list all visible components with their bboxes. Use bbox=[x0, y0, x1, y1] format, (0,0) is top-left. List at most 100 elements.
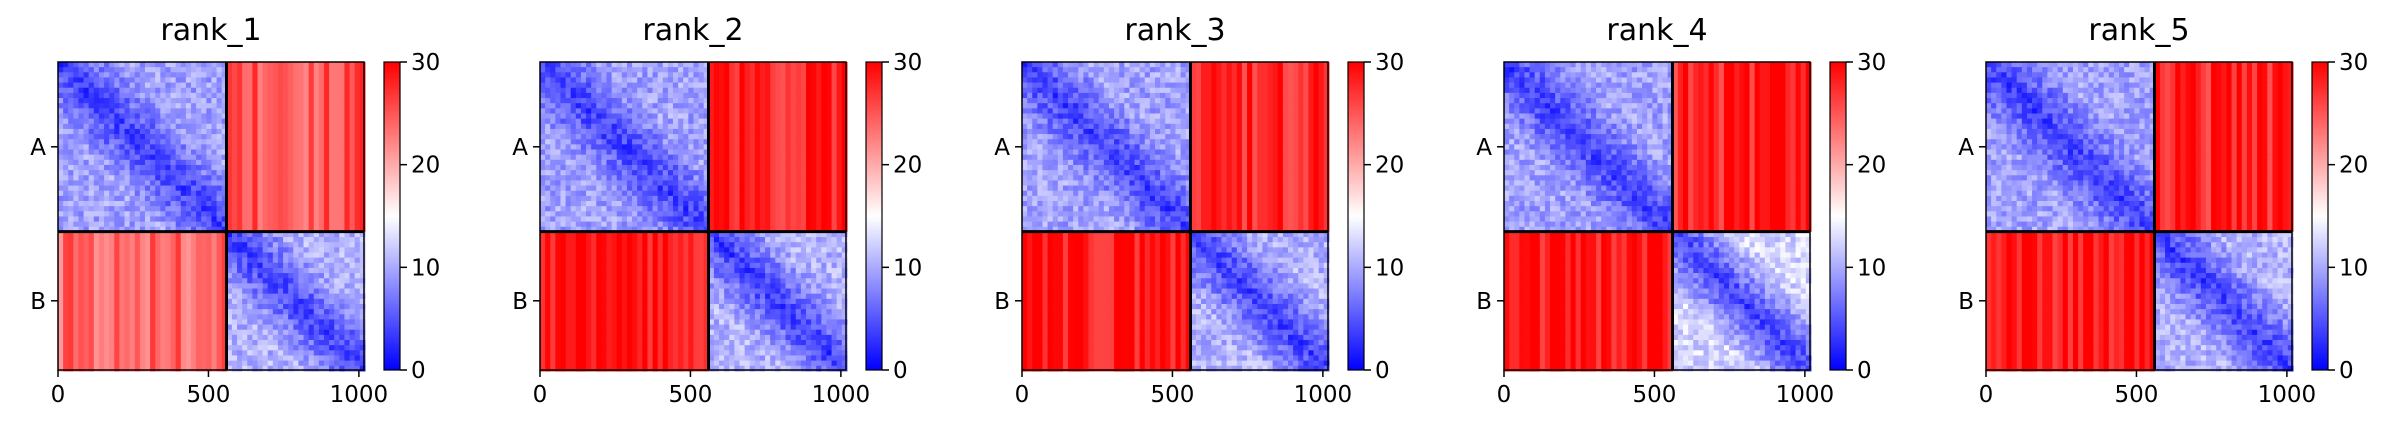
heatmap-cell bbox=[816, 150, 822, 156]
heatmap-cell bbox=[663, 124, 669, 130]
heatmap-cell bbox=[186, 67, 192, 73]
heatmap-cell bbox=[160, 350, 166, 356]
heatmap-cell bbox=[821, 62, 827, 68]
heatmap-cell bbox=[540, 119, 546, 125]
heatmap-cell bbox=[622, 119, 628, 125]
heatmap-cell bbox=[268, 98, 274, 104]
heatmap-cell bbox=[663, 150, 669, 156]
heatmap-cell bbox=[242, 283, 248, 289]
heatmap-cell bbox=[724, 155, 730, 161]
heatmap-cell bbox=[206, 278, 212, 284]
heatmap-cell bbox=[232, 113, 238, 119]
heatmap-cell bbox=[596, 98, 602, 104]
heatmap-cell bbox=[94, 273, 100, 279]
heatmap-cell bbox=[334, 335, 340, 341]
heatmap-cell bbox=[770, 108, 776, 114]
heatmap-cell bbox=[826, 160, 832, 166]
heatmap-cell bbox=[688, 144, 694, 150]
heatmap-cell bbox=[206, 361, 212, 367]
heatmap-cell bbox=[217, 211, 223, 217]
heatmap-cell bbox=[176, 72, 182, 78]
heatmap-cell bbox=[145, 211, 151, 217]
heatmap-cell bbox=[140, 113, 146, 119]
heatmap-cell bbox=[344, 150, 350, 156]
heatmap-cell bbox=[344, 345, 350, 351]
heatmap-cell bbox=[125, 304, 131, 310]
heatmap-cell bbox=[232, 88, 238, 94]
heatmap-cell bbox=[304, 129, 310, 135]
heatmap-cell bbox=[673, 175, 679, 181]
heatmap-cell bbox=[288, 67, 294, 73]
heatmap-cell bbox=[109, 191, 115, 197]
heatmap-cell bbox=[145, 278, 151, 284]
heatmap-cell bbox=[668, 67, 674, 73]
heatmap-cell bbox=[176, 242, 182, 248]
heatmap-cell bbox=[263, 273, 269, 279]
heatmap-cell bbox=[617, 62, 623, 68]
heatmap-cell bbox=[837, 67, 843, 73]
heatmap-cell bbox=[84, 325, 90, 331]
heatmap-cell bbox=[109, 113, 115, 119]
heatmap-cell bbox=[232, 103, 238, 109]
heatmap-cell bbox=[693, 98, 699, 104]
heatmap-cell bbox=[201, 304, 207, 310]
heatmap-cell bbox=[755, 108, 761, 114]
heatmap-cell bbox=[571, 88, 577, 94]
heatmap-cell bbox=[678, 165, 684, 171]
heatmap-cell bbox=[257, 93, 263, 99]
heatmap-cell bbox=[191, 289, 197, 295]
heatmap-cell bbox=[816, 103, 822, 109]
heatmap-cell bbox=[334, 165, 340, 171]
heatmap-cell bbox=[734, 113, 740, 119]
heatmap-cell bbox=[298, 165, 304, 171]
heatmap-cell bbox=[89, 134, 95, 140]
heatmap-cell bbox=[201, 268, 207, 274]
heatmap-cell bbox=[145, 237, 151, 243]
heatmap-cell bbox=[298, 129, 304, 135]
heatmap-cell bbox=[334, 186, 340, 192]
heatmap-cell bbox=[206, 191, 212, 197]
heatmap-cell bbox=[217, 309, 223, 315]
heatmap-cell bbox=[99, 67, 105, 73]
heatmap-cell bbox=[350, 283, 356, 289]
heatmap-cell bbox=[104, 355, 110, 361]
heatmap-cell bbox=[283, 258, 289, 264]
heatmap-cell bbox=[150, 330, 156, 336]
heatmap-cell bbox=[821, 119, 827, 125]
heatmap-cell bbox=[171, 206, 177, 212]
heatmap-cell bbox=[273, 165, 279, 171]
heatmap-cell bbox=[571, 67, 577, 73]
panel-title: rank_1 bbox=[160, 13, 261, 48]
heatmap-cell bbox=[658, 124, 664, 130]
heatmap-cell bbox=[73, 103, 79, 109]
heatmap-cell bbox=[196, 289, 202, 295]
heatmap-cell bbox=[719, 124, 725, 130]
heatmap-cell bbox=[63, 67, 69, 73]
heatmap-cell bbox=[145, 83, 151, 89]
heatmap-cell bbox=[273, 216, 279, 222]
heatmap-cell bbox=[324, 237, 330, 243]
heatmap-cell bbox=[806, 72, 812, 78]
heatmap-cell bbox=[84, 361, 90, 367]
heatmap-cell bbox=[545, 77, 551, 83]
heatmap-cell bbox=[786, 175, 792, 181]
heatmap-cell bbox=[314, 191, 320, 197]
heatmap-cell bbox=[750, 67, 756, 73]
heatmap-cell bbox=[780, 88, 786, 94]
heatmap-cell bbox=[724, 62, 730, 68]
heatmap-cell bbox=[78, 268, 84, 274]
heatmap-cell bbox=[617, 129, 623, 135]
heatmap-cell bbox=[155, 340, 161, 346]
heatmap-cell bbox=[232, 361, 238, 367]
heatmap-cell bbox=[73, 72, 79, 78]
heatmap-cell bbox=[560, 150, 566, 156]
heatmap-cell bbox=[724, 144, 730, 150]
heatmap-cell bbox=[78, 314, 84, 320]
heatmap-cell bbox=[181, 88, 187, 94]
heatmap-cell bbox=[109, 170, 115, 176]
heatmap-cell bbox=[84, 216, 90, 222]
heatmap-cell bbox=[186, 242, 192, 248]
heatmap-cell bbox=[739, 67, 745, 73]
heatmap-cell bbox=[145, 216, 151, 222]
heatmap-cell bbox=[278, 309, 284, 315]
